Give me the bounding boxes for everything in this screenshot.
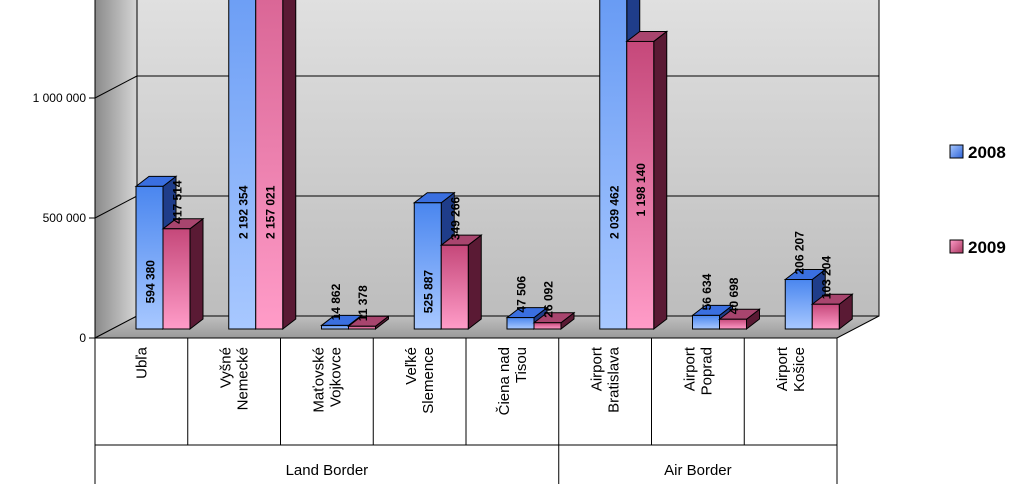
- bar-2009: [626, 40, 655, 330]
- x-category-label: Airport: [589, 346, 606, 391]
- value-label: 525 887: [422, 270, 436, 314]
- value-label: 2 192 354: [236, 185, 250, 239]
- x-category-label: Maťovské: [310, 347, 327, 413]
- x-category-label: Čiena nad: [496, 347, 513, 415]
- value-label: 103 204: [820, 256, 834, 300]
- bar-side: [189, 217, 204, 331]
- legend-swatch-2009: [949, 239, 964, 254]
- bar-2009: [811, 303, 840, 330]
- value-label: 2 157 021: [263, 185, 277, 239]
- bar-2008: [784, 279, 813, 330]
- value-label: 56 634: [700, 273, 714, 310]
- bar-2009: [533, 322, 562, 330]
- bar-2008: [692, 314, 720, 330]
- bar-2009: [719, 318, 747, 330]
- y-tick-label: 500 000: [43, 211, 87, 225]
- bar-side: [653, 30, 668, 331]
- x-group-label: Land Border: [286, 462, 369, 479]
- plot-walls: [94, 0, 880, 339]
- value-label: 11 378: [356, 285, 370, 321]
- value-label: 417 514: [171, 180, 185, 224]
- side-wall: [94, 0, 138, 339]
- y-tick-label: 1 000 000: [33, 91, 87, 105]
- bar-2008: [228, 0, 257, 330]
- value-label: 2 039 462: [607, 185, 621, 239]
- x-category-label: Airport: [774, 346, 791, 391]
- x-category-label: Tisou: [513, 347, 530, 383]
- x-category-label: Poprad: [698, 347, 715, 395]
- bar-2008: [506, 317, 535, 330]
- x-category-label: Slemence: [420, 347, 437, 414]
- x-category-label: Veľké: [403, 347, 420, 385]
- value-label: 26 092: [542, 281, 556, 318]
- legend: 2008 2009: [949, 143, 1006, 257]
- value-labels: 594 380 417 514 2 192 354 2 157 021 14 862 11…: [144, 163, 834, 322]
- x-group-label: Air Border: [664, 462, 732, 479]
- gridline-side: [94, 195, 138, 219]
- bar-2008: [413, 202, 442, 330]
- bar-2009: [162, 228, 191, 330]
- x-category-label: Bratislava: [606, 346, 623, 413]
- bar-2009: [440, 244, 469, 330]
- y-tick-label: 0: [79, 331, 86, 345]
- x-category-label: Ubľa: [133, 346, 150, 379]
- bar-2008: [135, 185, 164, 330]
- floor: [94, 315, 880, 339]
- value-label: 594 380: [144, 260, 158, 304]
- value-label: 206 207: [793, 231, 807, 275]
- legend-label: 2008: [968, 143, 1006, 162]
- value-label: 1 198 140: [634, 163, 648, 217]
- legend-label: 2009: [968, 238, 1006, 257]
- bar-side: [282, 0, 297, 331]
- value-label: 14 862: [329, 283, 343, 320]
- value-label: 47 506: [515, 276, 529, 313]
- x-category-label: Nemecké: [235, 347, 252, 410]
- bars: [134, 0, 854, 331]
- bar-side: [467, 234, 482, 331]
- x-category-label: Vojkovce: [327, 347, 344, 407]
- bar-2009: [255, 0, 284, 330]
- value-label: 349 266: [449, 196, 463, 240]
- bar-2009: [348, 325, 376, 330]
- value-label: 40 698: [727, 277, 741, 314]
- x-category-label: Vyšné: [218, 347, 235, 388]
- legend-swatch-2008: [949, 144, 964, 159]
- x-category-label: Košice: [791, 347, 808, 392]
- gridline-side: [94, 75, 138, 99]
- x-category-label: Airport: [681, 346, 698, 391]
- x-axis: Land Border Air Border Ubľa Vyšné Nemecké Mať…: [94, 338, 838, 484]
- bar-2008: [321, 324, 349, 330]
- bar-2008: [599, 0, 628, 330]
